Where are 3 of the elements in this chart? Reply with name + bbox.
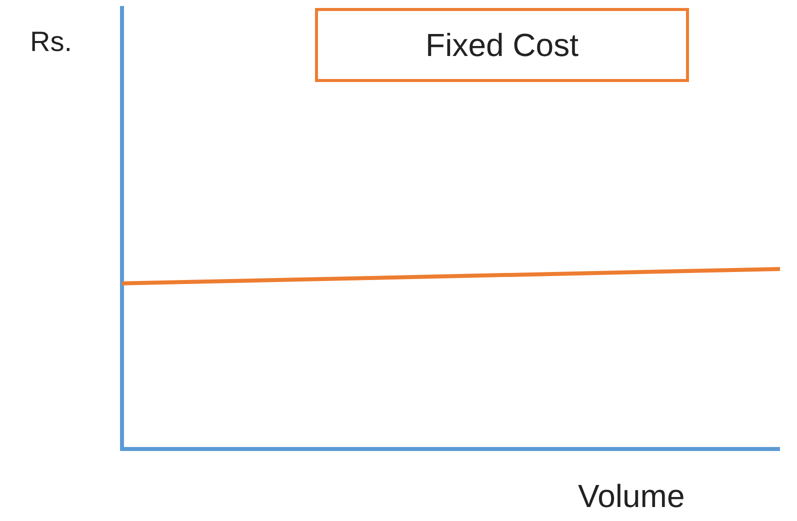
text: Rs. (30, 26, 72, 58)
chart-title: Fixed Cost (315, 8, 689, 82)
x-axis-title: Volume (578, 478, 685, 515)
